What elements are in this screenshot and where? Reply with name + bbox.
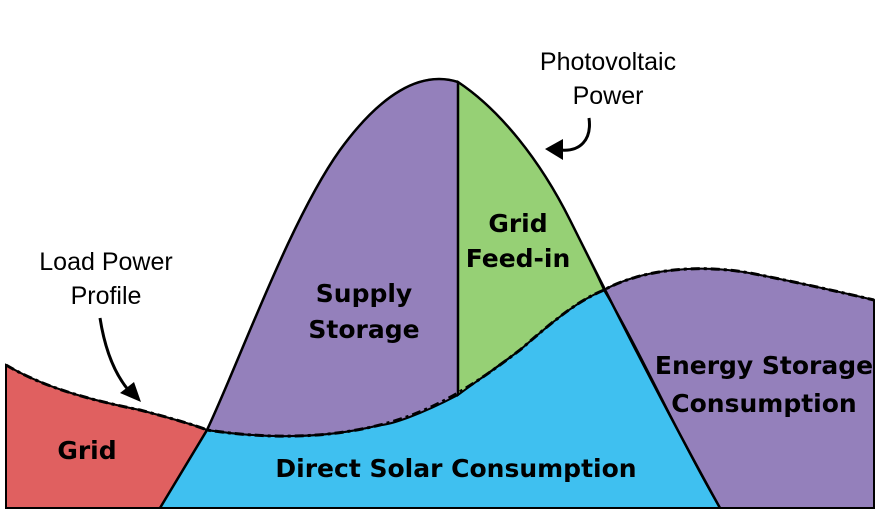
feedin-label-line1: Grid [488,209,547,238]
energy-storage-label-line1: Energy Storage [655,351,873,380]
grid-label: Grid [57,436,116,465]
load-label-line2: Profile [71,282,142,310]
load-profile-arrow [98,317,132,393]
pv-arrowhead [545,139,563,160]
supply-storage-label-line2: Storage [308,315,419,344]
photovoltaic-label-line2: Power [573,82,644,110]
supply-storage-region [205,78,459,438]
load-label-line1: Load Power [39,248,172,276]
energy-storage-label-line2: Consumption [671,389,856,418]
direct-solar-label: Direct Solar Consumption [275,454,636,483]
photovoltaic-label-line1: Photovoltaic [540,48,676,76]
feedin-label-line2: Feed-in [466,244,571,273]
pv-arrow [559,117,591,152]
load-profile-arrowhead [120,382,141,402]
load-profile-line [5,267,875,438]
supply-storage-label-line1: Supply [316,279,412,308]
